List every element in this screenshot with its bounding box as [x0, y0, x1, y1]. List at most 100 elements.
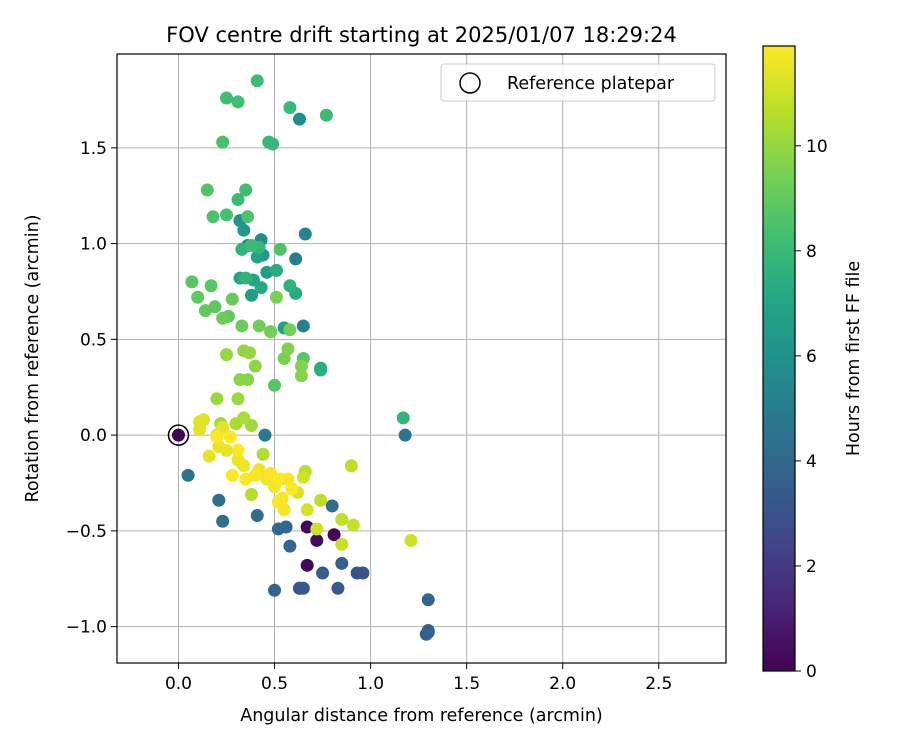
data-point	[421, 593, 435, 607]
x-axis-ticks: 0.0 0.5 1.0 1.5 2.0 2.5	[165, 663, 672, 694]
data-point	[404, 533, 418, 547]
data-point	[181, 468, 195, 482]
x-tick-label: 1.0	[357, 674, 384, 694]
data-point	[335, 556, 349, 570]
data-point	[264, 466, 278, 480]
data-point	[268, 583, 282, 597]
data-point	[223, 430, 237, 444]
data-point	[237, 411, 251, 425]
data-point	[283, 279, 297, 293]
data-point	[316, 566, 330, 580]
data-point	[220, 208, 234, 222]
y-tick-label: −1.0	[66, 618, 107, 638]
data-point	[294, 359, 308, 373]
data-point	[258, 428, 272, 442]
data-point	[273, 472, 287, 486]
data-point	[198, 304, 212, 318]
data-point	[294, 369, 308, 383]
data-point	[298, 227, 312, 241]
colorbar-tick-label: 10	[806, 137, 828, 157]
data-point	[269, 290, 283, 304]
colorbar-tick-label: 0	[806, 662, 817, 682]
data-point	[396, 411, 410, 425]
data-point	[421, 623, 435, 637]
colorbar-tick-label: 2	[806, 557, 817, 577]
data-point	[231, 443, 245, 457]
colorbar: 0 2 4 6 8 10 Hours from first FF file	[762, 45, 864, 682]
data-point	[296, 319, 310, 333]
data-point	[285, 482, 299, 496]
colorbar-label: Hours from first FF file	[844, 261, 864, 456]
data-point	[327, 528, 341, 542]
colorbar-gradient	[763, 46, 795, 671]
colorbar-frame	[762, 45, 796, 672]
data-point	[216, 135, 230, 149]
x-axis-label: Angular distance from reference (arcmin)	[240, 706, 603, 726]
data-point	[231, 95, 245, 109]
data-point	[310, 533, 324, 547]
data-point	[283, 539, 297, 553]
data-point	[283, 323, 297, 337]
data-point	[296, 581, 310, 595]
y-tick-label: 1.5	[80, 139, 107, 159]
reference-point-marker	[167, 424, 190, 446]
data-point	[225, 468, 239, 482]
data-point	[331, 581, 345, 595]
chart-title: FOV centre drift starting at 2025/01/07 …	[166, 23, 677, 47]
data-point	[356, 566, 370, 580]
data-point	[237, 459, 251, 473]
data-point	[216, 514, 230, 528]
data-point	[346, 518, 360, 532]
x-tick-label: 0.5	[261, 674, 288, 694]
data-point	[216, 311, 230, 325]
data-point	[244, 487, 258, 501]
legend-box	[440, 63, 716, 102]
data-point	[220, 91, 234, 105]
x-tick-label: 2.0	[549, 674, 576, 694]
colorbar-tick-label: 8	[806, 242, 817, 262]
data-point	[235, 319, 249, 333]
data-point	[220, 348, 234, 362]
y-tick-label: 0.5	[80, 330, 107, 350]
data-point	[310, 522, 324, 536]
data-point	[281, 342, 295, 356]
data-point	[283, 101, 297, 115]
data-point	[319, 108, 333, 122]
y-axis-label: Rotation from reference (arcmin)	[23, 215, 43, 503]
data-point	[200, 183, 214, 197]
data-point	[239, 472, 253, 486]
data-point	[335, 512, 349, 526]
colorbar-tick-label: 6	[806, 347, 817, 367]
data-point	[314, 493, 328, 507]
data-point	[244, 239, 258, 253]
data-point	[300, 503, 314, 517]
colorbar-tick-label: 4	[806, 452, 817, 472]
data-point	[241, 373, 255, 387]
x-tick-label: 0.0	[165, 674, 192, 694]
data-point	[225, 292, 239, 306]
data-point	[314, 363, 328, 377]
data-point	[296, 470, 310, 484]
x-tick-label: 2.5	[645, 674, 672, 694]
data-point	[250, 509, 264, 523]
data-point	[398, 428, 412, 442]
data-point	[254, 281, 268, 295]
plot-area-frame	[116, 53, 727, 664]
data-point	[266, 137, 280, 151]
data-point	[289, 252, 303, 266]
data-point	[264, 325, 278, 339]
grid-lines	[117, 54, 726, 663]
data-point	[335, 537, 349, 551]
data-point	[202, 449, 216, 463]
legend: Reference platepar	[440, 63, 716, 102]
data-point	[248, 359, 262, 373]
data-point	[185, 275, 199, 289]
data-point	[231, 392, 245, 406]
data-point	[193, 422, 207, 436]
colorbar-ticks: 0 2 4 6 8 10	[795, 137, 828, 682]
data-point	[325, 499, 339, 513]
data-point	[171, 428, 185, 442]
data-point	[206, 210, 220, 224]
legend-entry-reference-platepar: Reference platepar	[507, 74, 675, 94]
data-point	[212, 493, 226, 507]
